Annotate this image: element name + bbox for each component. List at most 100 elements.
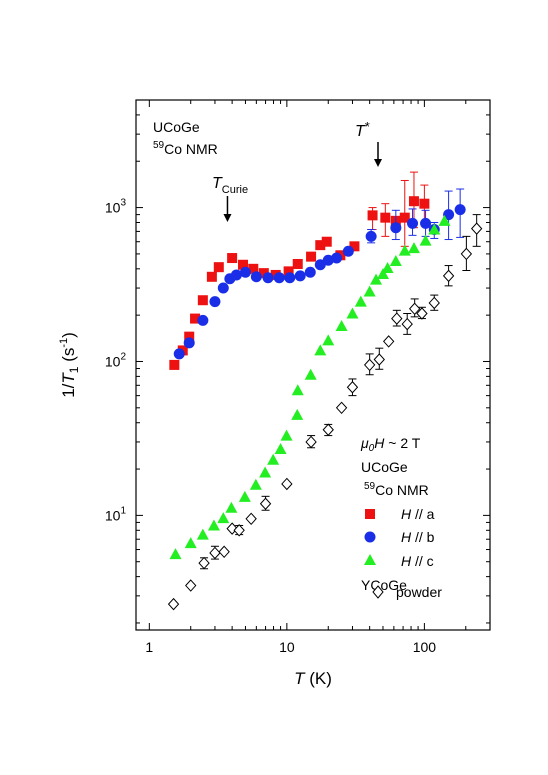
data-point-b: [250, 271, 262, 283]
data-point-c: [207, 519, 220, 531]
data-point-a: [399, 212, 410, 223]
data-point-powder: [198, 556, 210, 570]
data-point-a: [197, 295, 208, 306]
data-point-powder: [281, 477, 293, 491]
data-point-b: [230, 269, 242, 281]
data-point-powder: [382, 335, 395, 348]
data-point-c: [346, 307, 359, 319]
data-point-c: [389, 254, 402, 266]
data-point-a: [283, 266, 294, 277]
nucleus-label: 59Co NMR: [153, 140, 218, 157]
data-point-powder: [346, 381, 359, 394]
data-point-c: [428, 223, 441, 235]
data-point-a: [206, 271, 217, 282]
x-tick-label: 1: [145, 639, 153, 655]
data-point-a: [190, 313, 201, 324]
data-point-b: [342, 245, 354, 257]
data-point-a: [349, 241, 360, 252]
data-point-a: [380, 212, 391, 223]
data-point-c: [438, 214, 451, 226]
tcurie-label: TCurie: [212, 175, 248, 196]
legend-field: μ0H ~ 2 T: [360, 435, 421, 454]
data-point-b: [284, 272, 296, 284]
data-point-c: [259, 466, 272, 478]
data-point-powder: [442, 269, 455, 283]
data-point-c: [249, 478, 262, 490]
series-2: [169, 214, 451, 560]
arrow-head: [374, 159, 383, 167]
data-point-c: [225, 501, 238, 513]
data-point-c: [419, 234, 432, 246]
data-point-powder: [470, 222, 483, 235]
compound-label: UCoGe: [153, 119, 200, 135]
data-point-a: [248, 263, 259, 274]
data-point-powder: [245, 512, 257, 526]
x-tick-label: 100: [413, 639, 437, 655]
data-point-c: [370, 273, 383, 285]
legend-label-powder: powder: [396, 584, 442, 600]
data-point-c: [407, 242, 420, 254]
data-point-c: [238, 490, 251, 502]
data-point-powder: [185, 579, 197, 592]
series-3: [167, 214, 483, 611]
legend: μ0H ~ 2 T UCoGe 59Co NMR H // a H // b H…: [360, 435, 442, 600]
data-point-c: [274, 442, 287, 454]
data-point-b: [420, 217, 432, 229]
legend-marker-b: [364, 531, 376, 543]
legend-marker-powder: [372, 585, 384, 599]
data-point-c: [376, 268, 389, 280]
y-axis-label: 1/T1 (s-1): [58, 332, 81, 398]
data-point-c: [267, 453, 280, 465]
data-point-c: [335, 320, 348, 332]
data-point-powder: [460, 247, 473, 261]
legend-label-c: H // c: [401, 553, 434, 569]
tstar-arrow: [374, 142, 383, 167]
data-point-b: [183, 337, 195, 349]
data-point-powder: [391, 312, 403, 325]
data-point-c: [314, 344, 327, 356]
data-point-powder: [335, 401, 348, 415]
data-point-b: [239, 266, 251, 278]
data-point-c: [363, 285, 376, 297]
data-point-powder: [218, 545, 230, 559]
data-point-b: [454, 204, 466, 216]
legend-label-a: H // a: [401, 506, 435, 522]
data-point-powder: [167, 597, 180, 611]
data-point-b: [209, 296, 221, 308]
data-point-b: [217, 282, 229, 294]
data-point-powder: [416, 307, 428, 320]
data-point-powder: [428, 296, 440, 310]
data-point-c: [196, 528, 209, 540]
legend-group-ucoge-nmr: 59Co NMR: [364, 481, 429, 498]
arrow-head: [223, 214, 232, 222]
data-point-a: [292, 258, 303, 269]
data-point-b: [365, 230, 377, 242]
data-point-a: [367, 210, 378, 221]
data-point-a: [213, 262, 224, 273]
data-point-powder: [209, 546, 221, 560]
data-point-b: [294, 270, 306, 282]
data-point-c: [322, 334, 335, 346]
y-tick-label: 101: [105, 505, 127, 523]
data-point-a: [419, 198, 430, 209]
series-layer: [167, 171, 483, 611]
y-tick-label: 102: [105, 351, 127, 369]
data-point-a: [408, 196, 419, 207]
data-point-c: [217, 512, 230, 524]
data-point-a: [184, 331, 195, 342]
data-point-c: [398, 244, 411, 256]
data-point-powder: [259, 497, 272, 510]
data-point-b: [390, 222, 402, 234]
data-point-a: [258, 268, 269, 279]
y-tick-label: 103: [105, 198, 127, 216]
data-point-a: [315, 240, 326, 251]
data-point-b: [197, 314, 209, 326]
data-point-a: [227, 253, 238, 264]
data-point-powder: [322, 423, 334, 437]
data-point-c: [280, 429, 293, 441]
tstar-label: T*: [355, 119, 370, 140]
data-point-c: [354, 295, 367, 307]
data-point-c: [304, 368, 317, 380]
data-point-c: [169, 548, 182, 560]
